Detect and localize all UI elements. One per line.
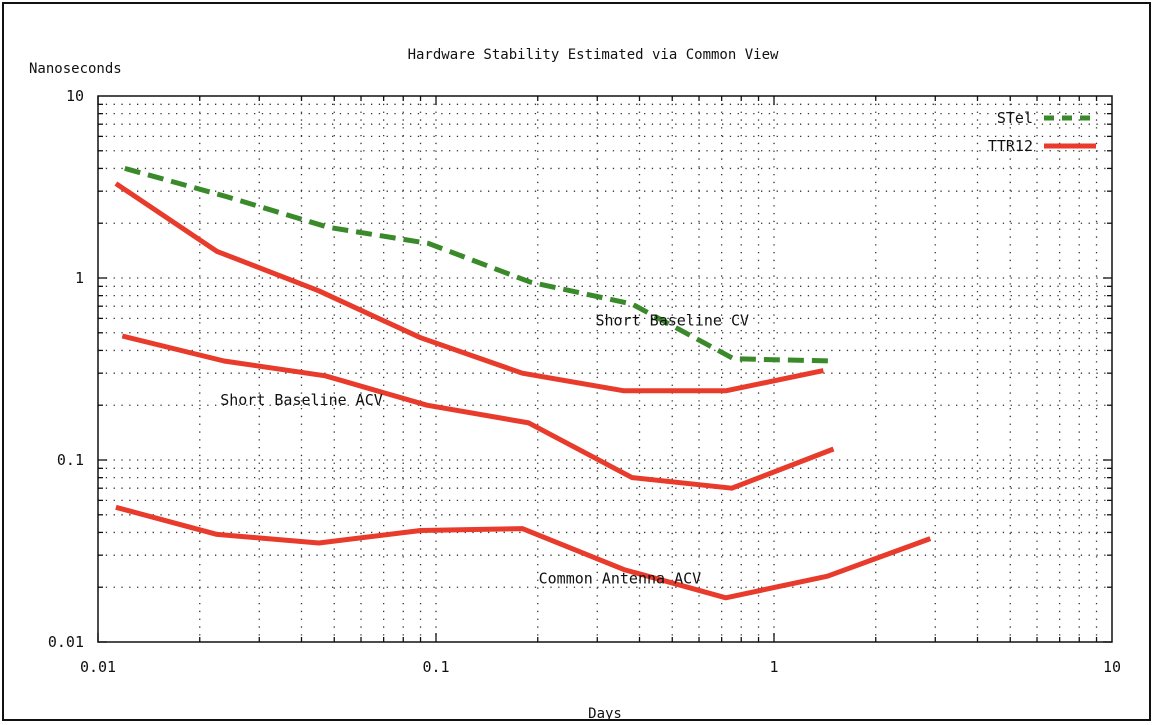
series-line-1: [124, 165, 834, 364]
y-tick-label: 0.1: [57, 451, 84, 469]
x-tick-label: 0.01: [80, 658, 116, 676]
grid-layer: [98, 96, 1112, 642]
x-tick-label: 1: [769, 658, 778, 676]
legend-label: TTR12: [988, 137, 1033, 155]
y-tick-label: 10: [66, 87, 84, 105]
y-tick-label: 0.01: [48, 633, 84, 651]
x-axis-label: Days: [588, 706, 622, 722]
series-line-3: [121, 333, 835, 491]
series-layer: [114, 165, 932, 601]
plot-area: [97, 95, 1113, 643]
y-axis-label: Nanoseconds: [29, 61, 122, 77]
legend: STel TTR12: [988, 109, 1096, 155]
annotation-layer: Short Baseline CV Short Baseline ACV Commo…: [220, 311, 749, 587]
x-tick-label: 0.1: [422, 658, 449, 676]
series-line-2: [114, 181, 824, 394]
series-line-4: [115, 504, 932, 601]
annotation-label: Common Antenna ACV: [539, 569, 702, 587]
chart-title: Hardware Stability Estimated via Common …: [408, 47, 779, 63]
x-tick-label: 10: [1103, 658, 1121, 676]
y-tick-label: 1: [75, 269, 84, 287]
annotation-label: Short Baseline ACV: [220, 391, 383, 409]
ticks-layer: 0.01 0.1 1 10 10 1 0.1 0.01: [48, 87, 1121, 676]
legend-label: STel: [997, 109, 1033, 127]
annotation-label: Short Baseline CV: [595, 311, 749, 329]
